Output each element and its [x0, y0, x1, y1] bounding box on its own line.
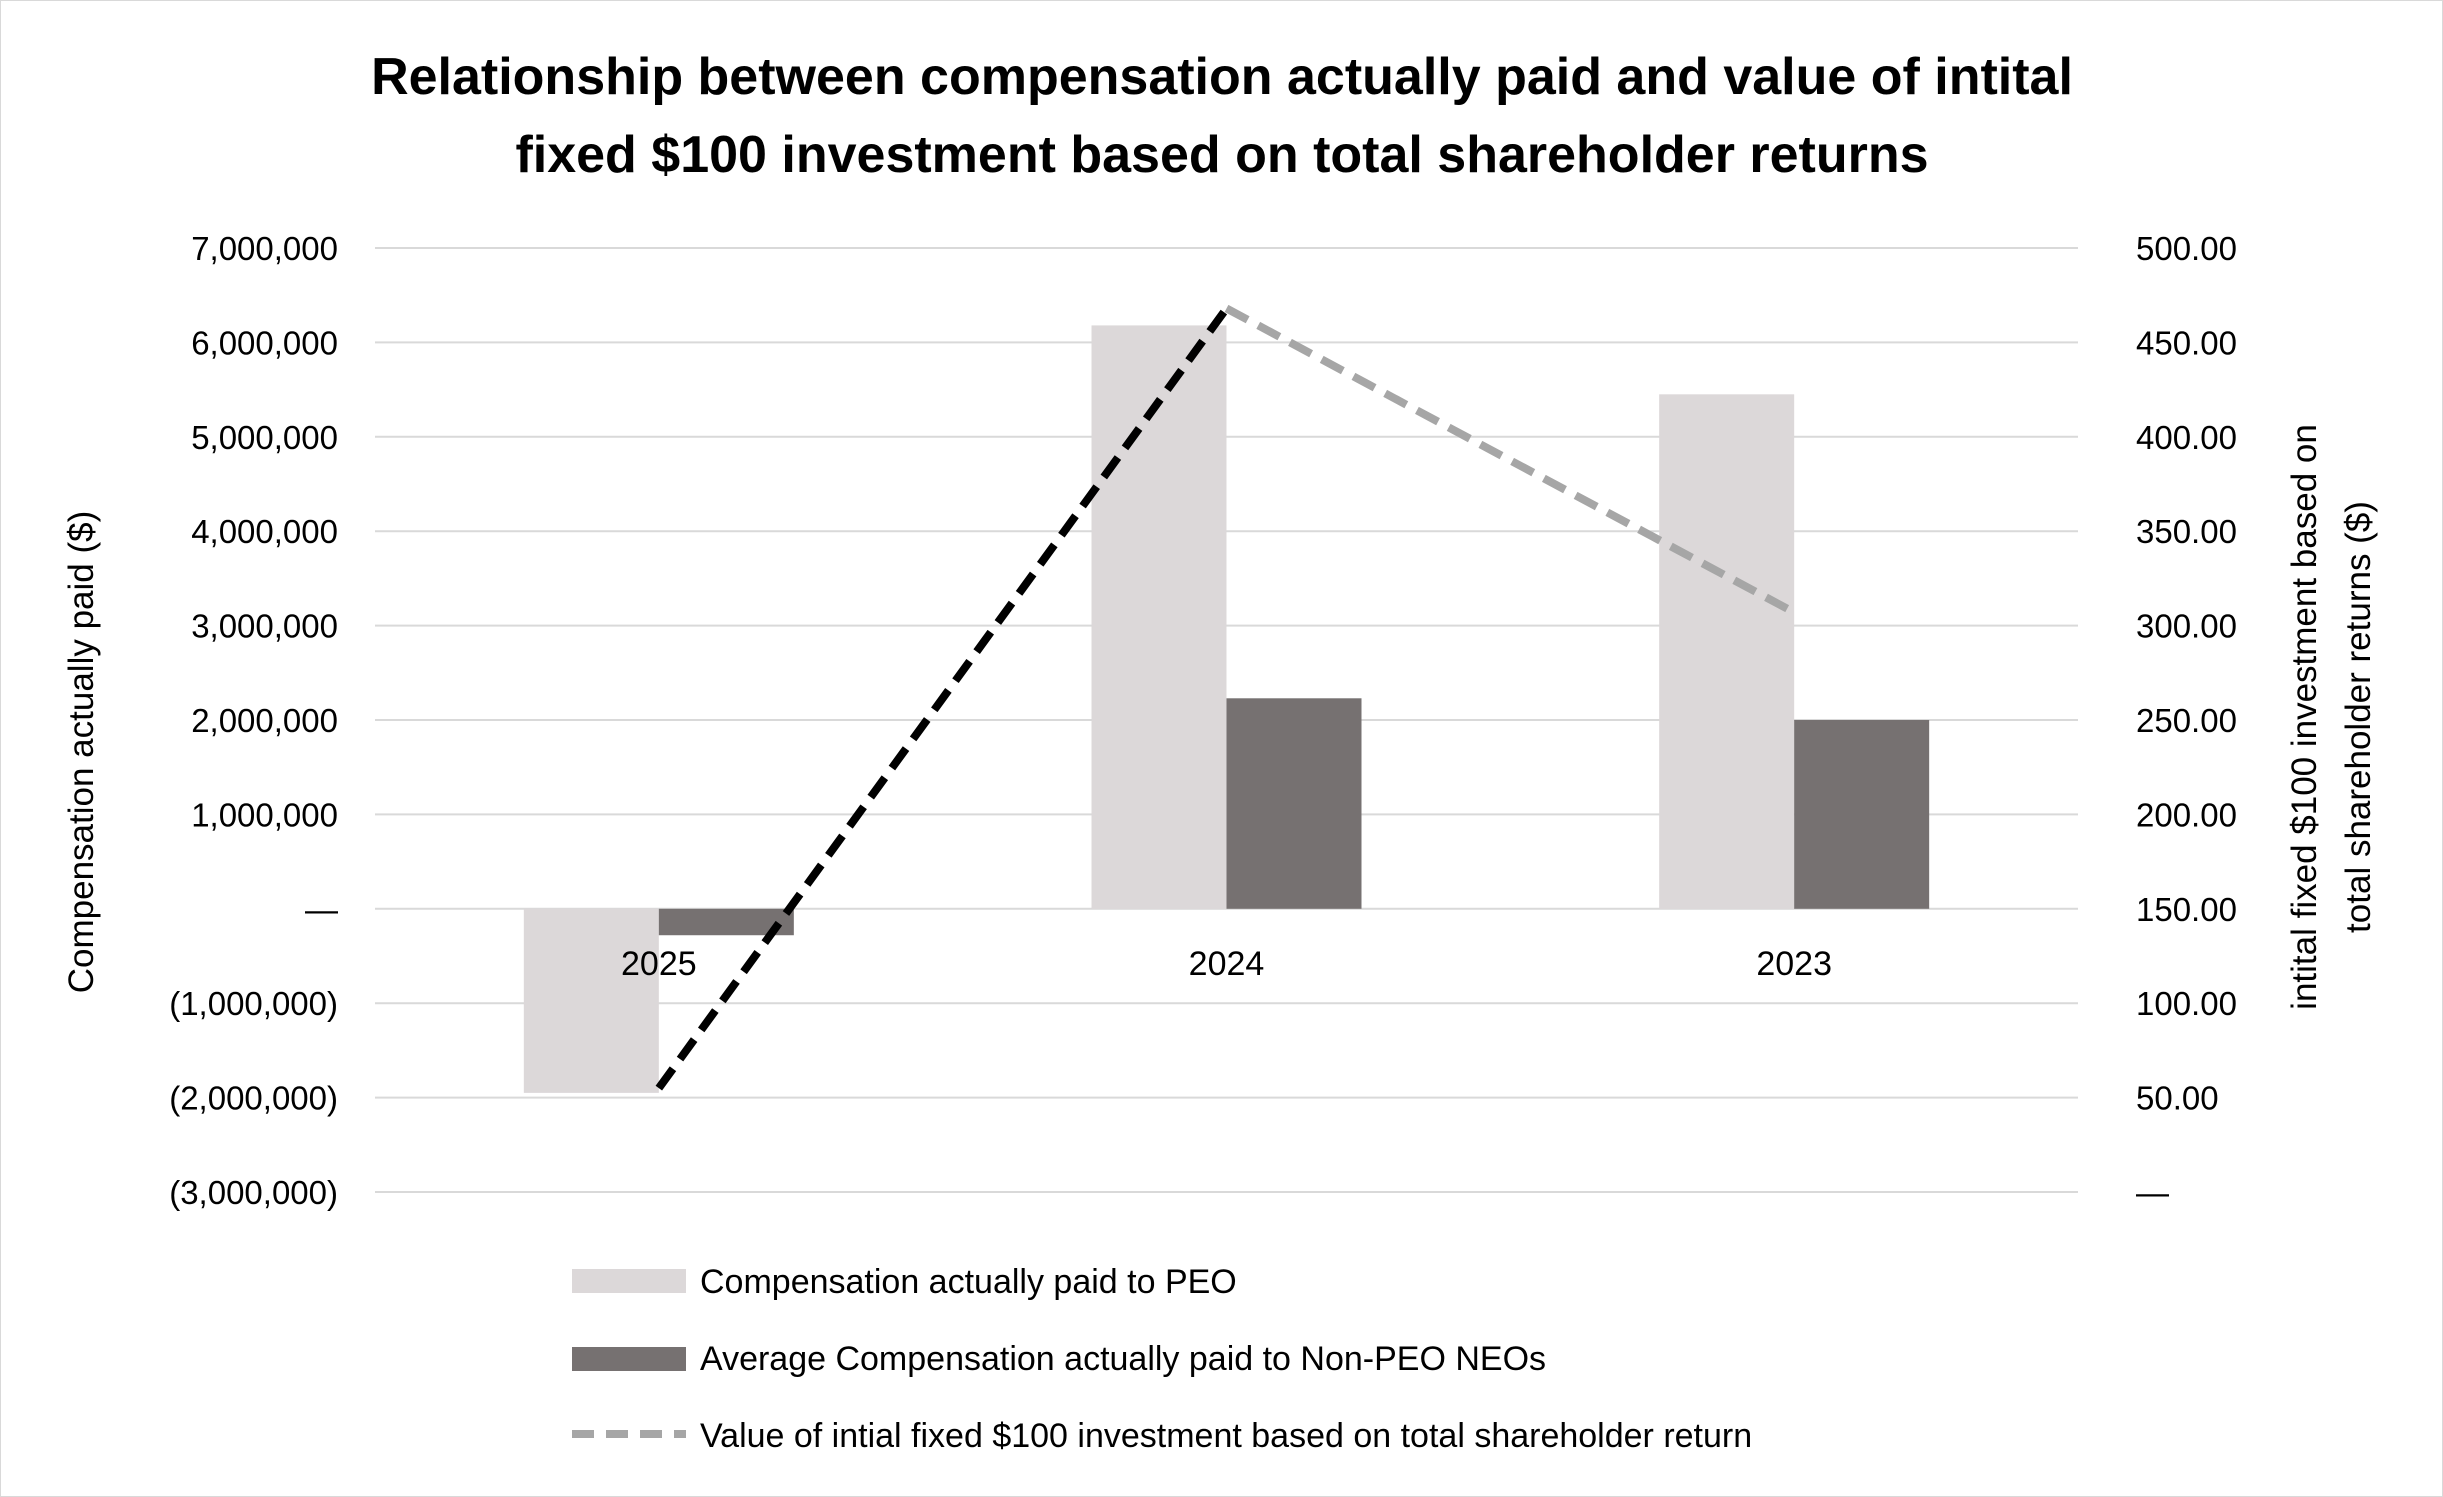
right-tick-label: 150.00: [2136, 891, 2237, 928]
legend-label-peo: Compensation actually paid to PEO: [700, 1263, 1237, 1301]
category-labels: 2025 2024 2023: [621, 945, 1832, 983]
legend-swatch-peo: [572, 1269, 686, 1293]
bar-peo: [1091, 325, 1227, 909]
left-tick-label: 7,000,000: [191, 230, 338, 267]
right-tick-label: 500.00: [2136, 230, 2237, 267]
left-tick-label: —: [305, 891, 338, 928]
bar-peo: [1659, 394, 1795, 909]
right-axis-title-line-2: total shareholder returns ($): [2339, 501, 2378, 933]
bar-peo: [523, 908, 659, 1093]
right-tick-label: 100.00: [2136, 985, 2237, 1022]
bar-neo: [1226, 698, 1362, 909]
left-tick-label: 1,000,000: [191, 796, 338, 833]
category-label: 2024: [1189, 945, 1265, 983]
chart-title-line-1: Relationship between compensation actual…: [371, 48, 2073, 106]
right-tick-label: 350.00: [2136, 513, 2237, 550]
bar-neo: [1794, 720, 1930, 909]
right-tick-label: 400.00: [2136, 419, 2237, 456]
right-axis-title-line-1: intital fixed $100 investment based on: [2285, 424, 2324, 1010]
tsr-line: [655, 304, 1797, 1091]
chart-title-line-2: fixed $100 investment based on total sha…: [515, 126, 1928, 184]
right-tick-label: —: [2136, 1174, 2169, 1211]
left-tick-label: 4,000,000: [191, 513, 338, 550]
legend: Compensation actually paid to PEO Averag…: [572, 1263, 1752, 1455]
left-tick-label: (2,000,000): [169, 1080, 338, 1117]
left-tick-label: 2,000,000: [191, 702, 338, 739]
left-tick-label: (1,000,000): [169, 985, 338, 1022]
left-tick-label: 5,000,000: [191, 419, 338, 456]
legend-swatch-neo: [572, 1347, 686, 1371]
right-tick-label: 50.00: [2136, 1080, 2219, 1117]
left-axis-title: Compensation actually paid ($): [62, 511, 101, 993]
bars: [523, 325, 1930, 1093]
legend-label-tsr: Value of intial fixed $100 investment ba…: [700, 1417, 1752, 1455]
left-tick-label: 6,000,000: [191, 324, 338, 361]
right-tick-label: 250.00: [2136, 702, 2237, 739]
legend-label-neo: Average Compensation actually paid to No…: [700, 1340, 1546, 1378]
right-tick-label: 300.00: [2136, 608, 2237, 645]
left-tick-label: 3,000,000: [191, 608, 338, 645]
category-label: 2023: [1756, 945, 1832, 983]
right-tick-label: 450.00: [2136, 324, 2237, 361]
tsr-line-segment: [655, 306, 1230, 1091]
left-tick-label: (3,000,000): [169, 1174, 338, 1211]
category-label: 2025: [621, 945, 697, 983]
left-axis-ticks: 7,000,000 6,000,000 5,000,000 4,000,000 3,00…: [169, 230, 338, 1211]
right-axis-ticks: 500.00 450.00 400.00 350.00 300.00 250.00 200.…: [2136, 230, 2237, 1211]
right-tick-label: 200.00: [2136, 796, 2237, 833]
